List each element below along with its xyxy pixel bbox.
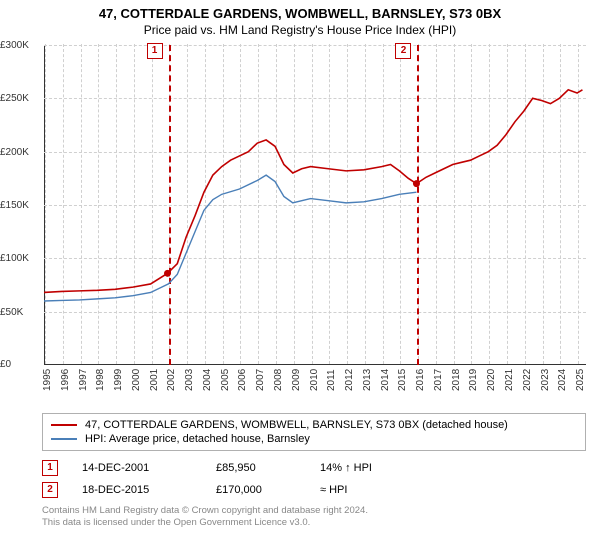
footer-line2: This data is licensed under the Open Gov…: [42, 517, 586, 529]
sale-row-hpi: 14% ↑ HPI: [320, 462, 420, 474]
legend-label: 47, COTTERDALE GARDENS, WOMBWELL, BARNSL…: [85, 419, 508, 431]
y-tick-label: £50K: [0, 307, 23, 318]
line-series: [44, 175, 416, 301]
x-tick-label: 2003: [184, 369, 195, 391]
footer-attribution: Contains HM Land Registry data © Crown c…: [42, 505, 586, 530]
x-tick-label: 2010: [309, 369, 320, 391]
x-tick-label: 2002: [166, 369, 177, 391]
line-series: [44, 90, 582, 293]
x-tick-label: 2007: [255, 369, 266, 391]
y-tick-label: £250K: [0, 93, 29, 104]
x-tick-label: 2009: [291, 369, 302, 391]
x-tick-label: 1997: [78, 369, 89, 391]
x-tick-label: 1996: [60, 369, 71, 391]
legend-swatch: [51, 424, 77, 426]
x-tick-label: 2021: [504, 369, 515, 391]
sale-row-badge: 2: [42, 482, 58, 498]
sale-row-price: £170,000: [216, 484, 296, 496]
sale-row-hpi: ≈ HPI: [320, 484, 420, 496]
x-tick-label: 2013: [362, 369, 373, 391]
legend-item: 47, COTTERDALE GARDENS, WOMBWELL, BARNSL…: [51, 418, 577, 432]
y-tick-label: £200K: [0, 147, 29, 158]
chart-subtitle: Price paid vs. HM Land Registry's House …: [0, 23, 600, 37]
line-series-svg: [44, 45, 586, 365]
x-tick-label: 2005: [220, 369, 231, 391]
sale-row-date: 18-DEC-2015: [82, 484, 192, 496]
x-tick-label: 2012: [344, 369, 355, 391]
x-tick-label: 2023: [540, 369, 551, 391]
footer-line1: Contains HM Land Registry data © Crown c…: [42, 505, 586, 517]
legend-swatch: [51, 438, 77, 440]
x-tick-label: 2011: [326, 369, 337, 391]
x-tick-label: 2022: [522, 369, 533, 391]
x-tick-label: 2014: [380, 369, 391, 391]
x-tick-label: 2025: [575, 369, 586, 391]
title-block: 47, COTTERDALE GARDENS, WOMBWELL, BARNSL…: [0, 0, 600, 37]
x-tick-label: 2015: [397, 369, 408, 391]
sale-row-price: £85,950: [216, 462, 296, 474]
y-tick-label: £0: [0, 359, 11, 370]
legend-item: HPI: Average price, detached house, Barn…: [51, 432, 577, 446]
sale-row-badge: 1: [42, 460, 58, 476]
sale-row: 2 18-DEC-2015 £170,000 ≈ HPI: [42, 479, 586, 501]
legend-box: 47, COTTERDALE GARDENS, WOMBWELL, BARNSL…: [42, 413, 586, 451]
x-tick-label: 2000: [131, 369, 142, 391]
x-tick-label: 2006: [237, 369, 248, 391]
x-tick-label: 2001: [149, 369, 160, 391]
x-tick-label: 2024: [557, 369, 568, 391]
y-tick-label: £300K: [0, 40, 29, 51]
sales-table: 1 14-DEC-2001 £85,950 14% ↑ HPI 2 18-DEC-2015…: [42, 457, 586, 501]
x-tick-label: 2018: [451, 369, 462, 391]
x-tick-label: 2004: [202, 369, 213, 391]
x-tick-label: 1995: [42, 369, 53, 391]
chart-plot-area: £0£50K£100K£150K£200K£250K£300K199519961…: [44, 45, 586, 365]
y-tick-label: £150K: [0, 200, 29, 211]
x-tick-label: 1998: [95, 369, 106, 391]
x-tick-label: 2016: [415, 369, 426, 391]
x-tick-label: 2017: [433, 369, 444, 391]
x-tick-label: 2008: [273, 369, 284, 391]
chart-container: 47, COTTERDALE GARDENS, WOMBWELL, BARNSL…: [0, 0, 600, 530]
x-tick-label: 2019: [468, 369, 479, 391]
y-tick-label: £100K: [0, 253, 29, 264]
x-tick-label: 1999: [113, 369, 124, 391]
chart-title: 47, COTTERDALE GARDENS, WOMBWELL, BARNSL…: [0, 6, 600, 21]
x-tick-label: 2020: [486, 369, 497, 391]
legend-label: HPI: Average price, detached house, Barn…: [85, 433, 310, 445]
sale-row-date: 14-DEC-2001: [82, 462, 192, 474]
sale-row: 1 14-DEC-2001 £85,950 14% ↑ HPI: [42, 457, 586, 479]
